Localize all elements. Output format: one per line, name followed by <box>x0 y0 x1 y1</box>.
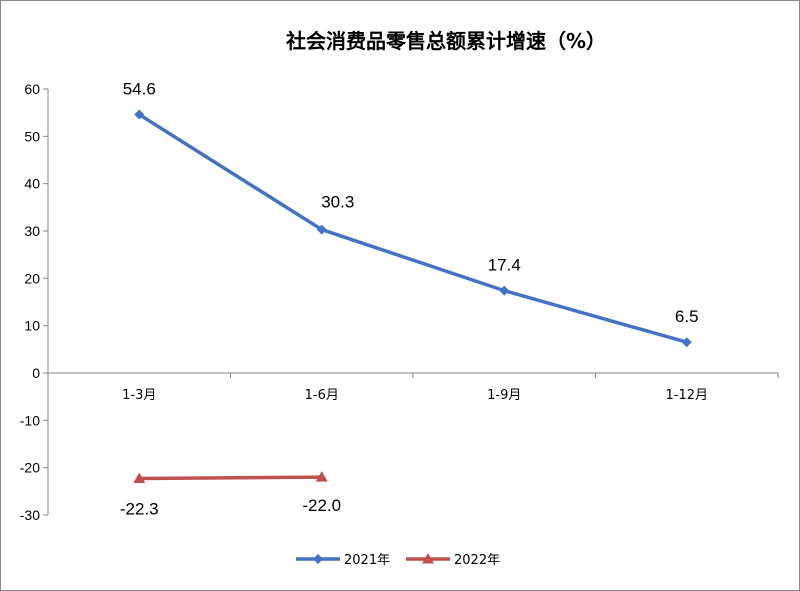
legend-label: 2022年 <box>454 553 500 568</box>
data-point <box>133 472 146 484</box>
y-tick-label: -10 <box>20 412 40 428</box>
data-label: -22.3 <box>120 500 159 519</box>
x-tick-label: 1-9月 <box>487 388 521 403</box>
series-1: 54.6 30.3 17.4 6.5 <box>123 80 699 348</box>
data-point <box>134 109 145 120</box>
data-label: 6.5 <box>675 307 699 326</box>
y-tick-label: 40 <box>24 176 40 192</box>
series-line <box>137 112 689 344</box>
y-tick-label: 0 <box>32 365 40 381</box>
x-tick-label: 1-3月 <box>122 388 156 403</box>
y-tick-label: 10 <box>24 318 40 334</box>
y-tick-label: 60 <box>24 81 40 97</box>
data-label: 54.6 <box>123 80 156 99</box>
series-line <box>137 475 324 481</box>
series-2: -22.3 -22.0 <box>120 471 341 519</box>
data-point <box>681 337 692 348</box>
x-tick-label: 1-12月 <box>665 388 708 403</box>
y-tick-label: -30 <box>20 507 40 523</box>
series-layer: 54.6 30.3 17.4 6.5 -22.3 -22.0 <box>120 80 699 519</box>
legend-marker <box>313 554 323 564</box>
axes: 60 50 40 30 20 10 0 -10 -20 -30 1-3月 1-6月 1-9月 1-12月 <box>20 81 779 523</box>
chart-title: 社会消费品零售总额累计增速（%） <box>285 29 606 53</box>
legend-item-2: 2022年 <box>406 553 500 568</box>
y-tick-label: 30 <box>24 223 40 239</box>
legend: 2021年 2022年 <box>296 553 500 568</box>
data-label: 17.4 <box>488 256 521 275</box>
legend-marker <box>422 553 434 564</box>
data-label: 30.3 <box>321 193 354 212</box>
legend-label: 2021年 <box>344 553 390 568</box>
y-tick-label: 50 <box>24 128 40 144</box>
data-point <box>316 224 327 235</box>
data-point <box>315 471 328 482</box>
data-label: -22.0 <box>302 496 341 515</box>
data-point <box>499 285 510 296</box>
x-tick-label: 1-6月 <box>305 388 339 403</box>
y-tick-label: -20 <box>20 460 40 476</box>
y-tick-label: 20 <box>24 270 40 286</box>
legend-item-1: 2021年 <box>296 553 390 568</box>
